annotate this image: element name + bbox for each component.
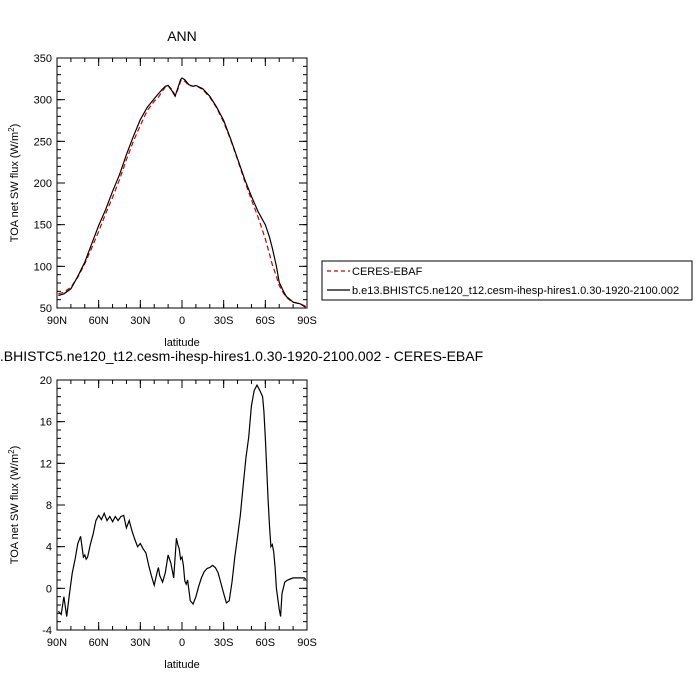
bottom-y-tick-label: 20 xyxy=(40,375,52,387)
top-y-tick-label: 150 xyxy=(34,220,52,232)
top-y-tick-label: 200 xyxy=(34,178,52,190)
bottom-y-tick-label: -4 xyxy=(42,625,52,637)
bottom-x-tick-label: 60S xyxy=(256,637,276,649)
top-x-tick-label: 0 xyxy=(179,315,185,327)
top-chart-title: ANN xyxy=(167,28,197,44)
top-series-line-model xyxy=(58,77,306,308)
top-x-tick-label: 30N xyxy=(130,315,150,327)
top-plot-frame xyxy=(56,57,308,309)
legend-box xyxy=(321,260,693,301)
bottom-x-tick-label: 90N xyxy=(47,637,67,649)
legend: CERES-EBAF b.e13.BHISTC5.ne120_t12.cesm-… xyxy=(321,260,693,301)
bottom-x-tick-label: 30N xyxy=(130,637,150,649)
bottom-x-tick-label: 30S xyxy=(214,637,234,649)
bottom-y-axis-label: TOA net SW flux (W/m2) xyxy=(7,446,21,565)
bottom-x-axis-label: latitude xyxy=(164,659,199,671)
bottom-y-tick-label: 0 xyxy=(46,583,52,595)
bottom-x-tick-label: 60N xyxy=(89,637,109,649)
top-plot-area: 90N 60N 30N 0 30S 60S 90S 50 100 150 200 250 300 350 xyxy=(34,53,317,327)
bottom-chart-title: b.e13.BHISTC5.ne120_t12.cesm-ihesp-hires… xyxy=(0,348,483,364)
top-y-tick-label: 250 xyxy=(34,136,52,148)
top-x-tick-label: 60S xyxy=(256,315,276,327)
top-y-tick-label: 50 xyxy=(40,303,52,315)
top-y-tick-label: 350 xyxy=(34,53,52,65)
top-panel: ANN 90N 60N 30N 0 30S 60S 90S 50 100 150 200 250 300… xyxy=(7,28,317,349)
top-y-tick-label: 100 xyxy=(34,261,52,273)
bottom-series-line-model xyxy=(57,383,306,617)
bottom-panel: b.e13.BHISTC5.ne120_t12.cesm-ihesp-hires… xyxy=(0,348,483,671)
legend-label-model: b.e13.BHISTC5.ne120_t12.cesm-ihesp-hires… xyxy=(352,285,679,297)
bottom-plot-area: 90N 60N 30N 0 30S 60S 90S -4 0 4 8 12 16 20 xyxy=(40,375,317,649)
top-x-tick-label: 60N xyxy=(89,315,109,327)
bottom-x-tick-label: 90S xyxy=(297,637,317,649)
bottom-y-tick-label: 4 xyxy=(46,542,52,554)
top-series-line-ceres xyxy=(58,78,306,307)
top-y-axis-label: TOA net SW flux (W/m2) xyxy=(7,124,21,243)
legend-label-ceres: CERES-EBAF xyxy=(352,266,423,278)
bottom-plot-frame xyxy=(56,379,308,631)
top-x-tick-label: 30S xyxy=(214,315,234,327)
bottom-y-tick-label: 16 xyxy=(40,417,52,429)
top-y-tick-label: 300 xyxy=(34,95,52,107)
top-x-tick-label: 90S xyxy=(297,315,317,327)
bottom-x-tick-label: 0 xyxy=(179,637,185,649)
bottom-y-tick-label: 12 xyxy=(40,458,52,470)
top-x-axis-label: latitude xyxy=(164,337,199,349)
top-x-tick-label: 90N xyxy=(47,315,67,327)
bottom-y-tick-label: 8 xyxy=(46,500,52,512)
